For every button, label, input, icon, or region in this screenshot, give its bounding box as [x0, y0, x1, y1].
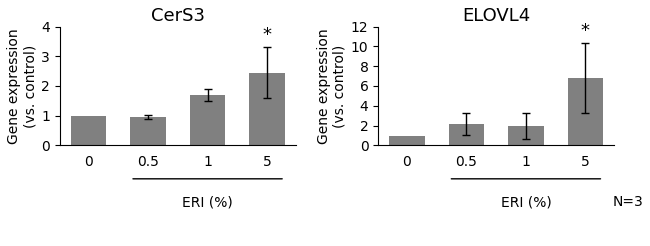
Title: CerS3: CerS3	[151, 7, 205, 25]
Text: ERI (%): ERI (%)	[182, 196, 233, 210]
Y-axis label: Gene expression
(vs. control): Gene expression (vs. control)	[7, 28, 37, 144]
Text: *: *	[581, 22, 590, 40]
Title: ELOVL4: ELOVL4	[462, 7, 530, 25]
Bar	[249, 73, 285, 145]
Text: ERI (%): ERI (%)	[500, 196, 551, 210]
Bar	[389, 136, 424, 145]
Bar	[71, 116, 107, 145]
Bar	[448, 124, 484, 145]
Bar	[190, 95, 226, 145]
Bar	[567, 78, 603, 145]
Bar	[130, 117, 166, 145]
Text: N=3: N=3	[612, 196, 643, 210]
Text: *: *	[263, 26, 272, 44]
Bar	[508, 126, 544, 145]
Y-axis label: Gene expression
(vs. control): Gene expression (vs. control)	[317, 28, 346, 144]
